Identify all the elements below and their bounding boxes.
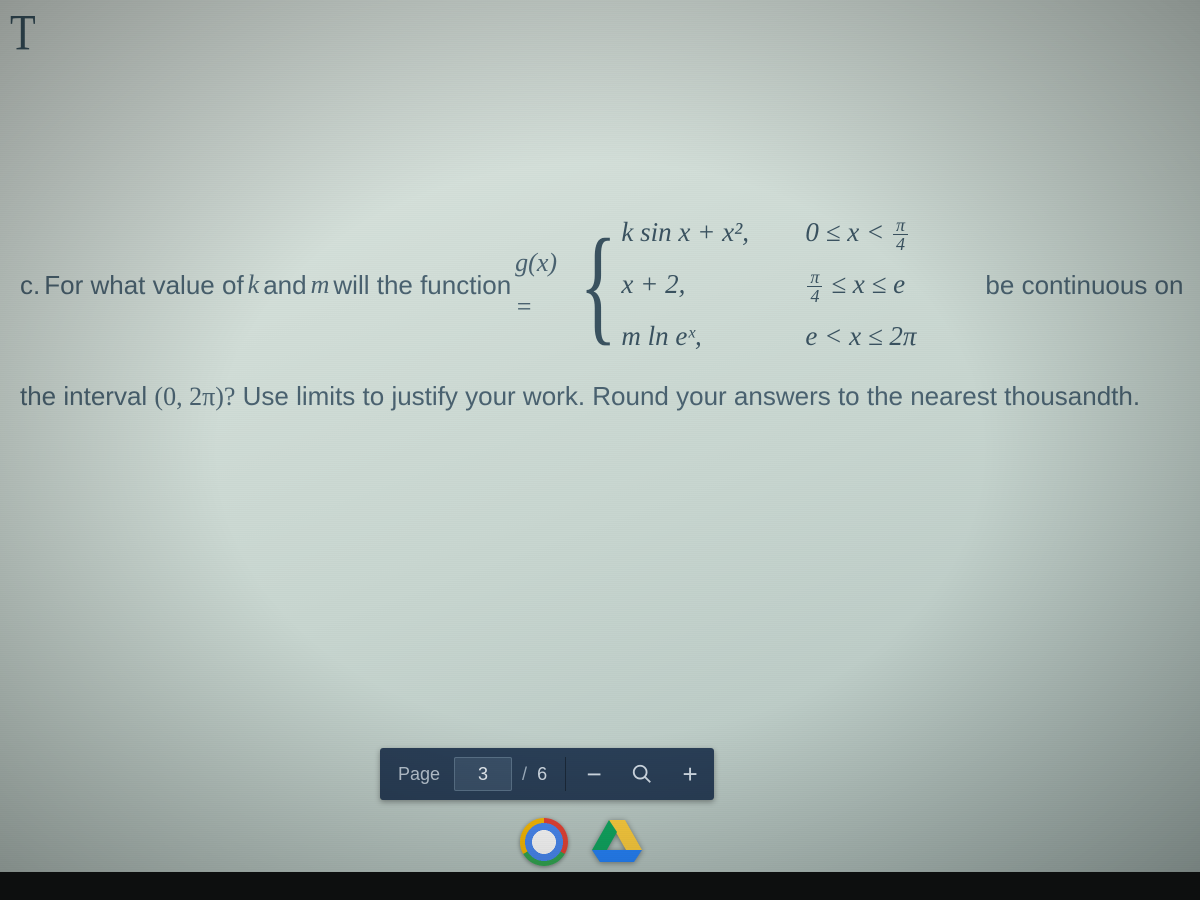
chrome-icon[interactable] [520, 818, 568, 866]
case-1-cond: 0 ≤ x < π 4 [805, 210, 975, 256]
magnifier-icon [631, 763, 653, 785]
google-drive-icon[interactable] [592, 818, 642, 862]
page-total: 6 [537, 764, 561, 785]
toolbar-divider [565, 757, 566, 791]
line2-a: the interval [20, 381, 147, 411]
case-1-expr: k sin x + x², [621, 210, 781, 256]
page-separator: / [512, 764, 537, 785]
frac-den: 4 [893, 235, 908, 253]
document-page: T c. For what value of k and m will the … [0, 0, 1200, 900]
problem-text: c. For what value of k and m will the fu… [20, 210, 1170, 419]
frac-num: π [807, 268, 822, 287]
pdf-toolbar: Page / 6 − + [380, 748, 714, 800]
zoom-out-button[interactable]: − [570, 750, 618, 798]
variable-k: k [248, 263, 260, 307]
monitor-bezel [0, 872, 1200, 900]
frac-num: π [893, 216, 908, 235]
case-2-expr: x + 2, [621, 262, 781, 308]
case-3: m ln eˣ, e < x ≤ 2π [621, 314, 975, 360]
fraction-pi-4-b: π 4 [807, 268, 822, 305]
problem-line-1: c. For what value of k and m will the fu… [20, 210, 1170, 360]
mid-text: will the function [333, 263, 511, 307]
case-1: k sin x + x², 0 ≤ x < π 4 [621, 210, 975, 256]
variable-m: m [311, 263, 330, 307]
case-2-cond: π 4 ≤ x ≤ e [805, 262, 975, 308]
zoom-fit-button[interactable] [618, 750, 666, 798]
taskbar-icons [520, 818, 642, 866]
zoom-in-button[interactable]: + [666, 750, 714, 798]
trail-text: be continuous on [985, 263, 1183, 307]
case-3-expr: m ln eˣ, [621, 314, 781, 360]
problem-line-2: the interval (0, 2π)? Use limits to just… [20, 374, 1170, 419]
cases: k sin x + x², 0 ≤ x < π 4 x + 2, [621, 210, 975, 360]
interval: (0, 2π)? [154, 382, 235, 411]
function-lhs: g(x) = [515, 241, 557, 329]
line2-b: Use limits to justify your work. Round y… [243, 381, 1140, 411]
frac-den: 4 [807, 287, 822, 305]
item-letter: c. [20, 263, 40, 307]
partial-character: T [10, 5, 36, 63]
lead-in-text: For what value of [44, 263, 243, 307]
page-number-input[interactable] [454, 757, 512, 791]
case-2: x + 2, π 4 ≤ x ≤ e [621, 262, 975, 308]
fraction-pi-4-a: π 4 [893, 216, 908, 253]
page-label: Page [380, 764, 454, 785]
and-word: and [263, 263, 306, 307]
case-1-cond-pre: 0 ≤ x < [805, 217, 884, 247]
piecewise-definition: { k sin x + x², 0 ≤ x < π 4 x + [567, 210, 975, 360]
case-2-cond-post: ≤ x ≤ e [831, 269, 905, 299]
case-3-cond: e < x ≤ 2π [805, 314, 975, 360]
